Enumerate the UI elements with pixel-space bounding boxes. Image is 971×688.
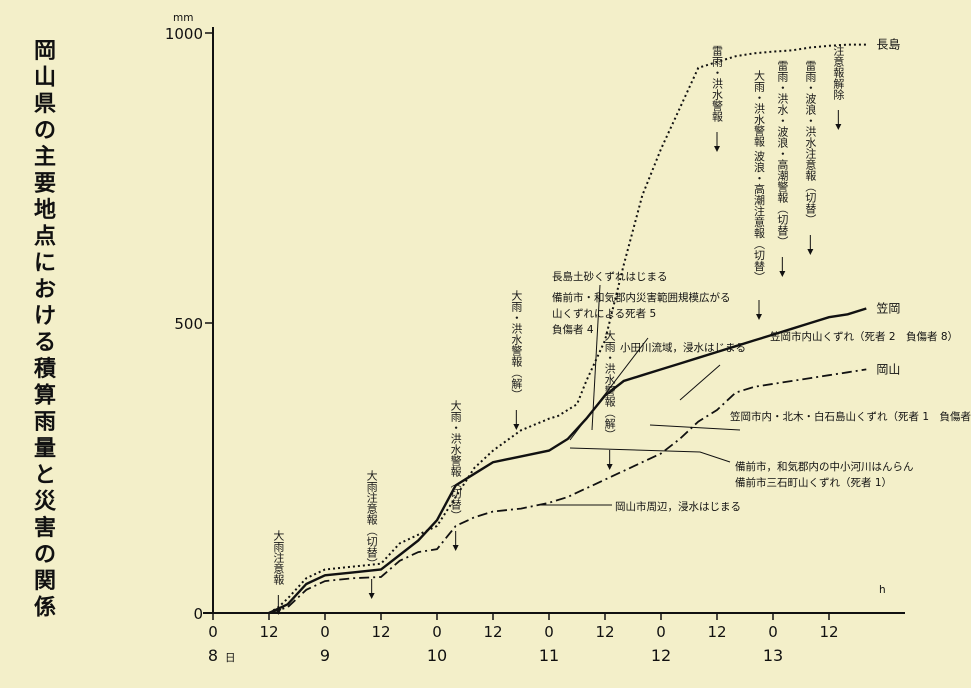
title-char: け (34, 304, 56, 329)
day-label: 12 (651, 646, 671, 665)
annotation-arrowhead (275, 609, 282, 615)
x-tick-label: 12 (819, 623, 838, 641)
title-char: 災 (34, 490, 57, 515)
callout-connector (569, 447, 731, 463)
callout-connector (679, 364, 721, 401)
annotation-arrowhead (835, 124, 842, 130)
y-tick-label: 1000 (165, 25, 203, 43)
day-label: 13 (763, 646, 783, 665)
callout-connector (649, 424, 741, 431)
day-label-suffix: 日 (225, 652, 236, 664)
annotation-arrowhead (756, 314, 762, 320)
title-char: と (34, 463, 56, 488)
title-char: 算 (34, 383, 56, 409)
annotation-arrowhead (368, 593, 375, 599)
annotation-text: 雷雨・洪水警報 (711, 45, 724, 123)
annotation-arrowhead (452, 545, 459, 551)
title-char: 害 (34, 515, 56, 541)
annotation-text: 大雨・洪水警報（切替） (449, 399, 462, 521)
x-tick-label: 12 (483, 623, 502, 641)
series-label: 笠岡 (876, 301, 900, 316)
x-axis-unit: h (879, 584, 886, 596)
annotation-text: 大雨・洪水警報（解） (603, 329, 616, 440)
callout-text: 山くずれによる死者 5 (552, 308, 656, 320)
title-char: 点 (34, 224, 56, 250)
y-tick-label: 0 (193, 605, 203, 623)
x-tick-label: 0 (656, 623, 666, 641)
x-tick-label: 0 (432, 623, 442, 641)
chart-title-text: 岡山県の主要地点における積算雨量と災害の関係 (34, 39, 57, 621)
title-char: 主 (34, 145, 56, 170)
annotation-arrowhead (779, 271, 786, 277)
callout-text: 備前市，和気郡内の中小河川はんらん (735, 460, 914, 473)
callout-text: 負傷者 4 (552, 323, 594, 336)
annotation-arrowhead (606, 464, 613, 470)
x-tick-label: 12 (259, 623, 278, 641)
title-char: の (34, 543, 56, 568)
x-tick-label: 12 (371, 623, 390, 641)
callout-text: 備前市三石町山くずれ（死者 1） (735, 476, 892, 489)
day-label: 10 (427, 646, 447, 665)
title-char: に (34, 251, 56, 276)
title-char: 量 (34, 437, 56, 462)
y-tick-label: 500 (174, 315, 203, 333)
annotation-text: 注意報解除 (832, 44, 845, 100)
annotation-arrowhead (714, 146, 720, 152)
callout-text: 小田川流域，浸水はじまる (620, 341, 746, 354)
x-tick-label: 12 (595, 623, 614, 641)
callout-text: 笠岡市内・北木・白石島山くずれ（死者 1 負傷者 3） (730, 410, 971, 423)
day-label: 8 (208, 646, 218, 665)
callout-connector (569, 337, 649, 441)
title-char: 積 (34, 357, 57, 382)
title-char: 地 (34, 198, 56, 223)
title-char: 雨 (34, 410, 56, 435)
chart-title: 岡山県の主要地点における積算雨量と災害の関係 (34, 39, 57, 621)
x-tick-label: 0 (320, 623, 330, 641)
title-char: 岡 (34, 39, 56, 64)
callout-text: 長島土砂くずれはじまる (552, 270, 668, 283)
day-label: 9 (320, 646, 330, 665)
title-char: 要 (34, 172, 56, 197)
title-char: 関 (34, 569, 56, 594)
callout-connector (591, 284, 601, 431)
annotation-layer: 大雨注意報 大雨注意報（切替） 大雨・洪水警報（切替） 大雨・洪水警報（解） 大雨・洪水… (272, 44, 971, 615)
series-label: 岡山 (876, 362, 900, 376)
annotation-text: 大雨注意報 (272, 529, 285, 586)
x-tick-label: 0 (768, 623, 778, 641)
annotation-text: 大雨注意報（切替） (365, 469, 378, 569)
annotation-text: 雷雨・波浪・洪水注意報（切替） (804, 60, 817, 225)
annotation-arrowhead (807, 249, 814, 255)
series-line (268, 368, 867, 614)
title-char: る (34, 331, 56, 356)
x-tick-label: 0 (208, 623, 218, 641)
callout-text: 備前市・和気郡内災害範囲規模広がる (552, 291, 731, 304)
title-char: 山 (34, 66, 56, 91)
callout-text: 笠岡市内山くずれ（死者 2 負傷者 8） (770, 330, 958, 343)
callout-text: 岡山市周辺，浸水はじまる (615, 500, 741, 513)
title-char: の (34, 119, 56, 144)
annotation-text: 大雨・洪水警報 波浪・高潮注意報（切替） (753, 69, 766, 283)
x-tick-label: 0 (544, 623, 554, 641)
annotation-text: 大雨・洪水警報（解） (510, 289, 523, 400)
title-char: 県 (34, 92, 56, 117)
series-label: 長島 (876, 37, 900, 52)
title-char: 係 (34, 596, 56, 621)
y-axis-unit: mm (173, 12, 193, 24)
day-label: 11 (539, 646, 559, 665)
title-char: お (34, 278, 56, 303)
annotation-arrowhead (513, 424, 520, 430)
annotation-text: 雷雨・洪水・波浪・高潮警報（切替） (776, 60, 789, 247)
x-tick-label: 12 (707, 623, 726, 641)
